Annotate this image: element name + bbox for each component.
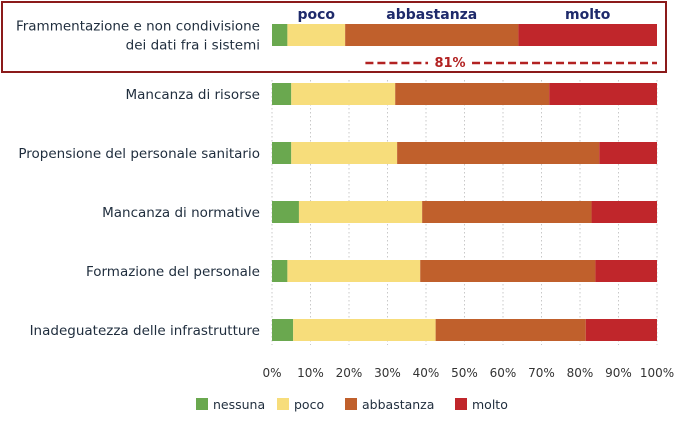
bar-mancanza-di-risorse-molto [549,83,657,105]
x-tick-5: 50% [451,366,478,380]
highlight-box [1,1,667,73]
bar-layer [272,24,657,341]
bar-mancanza-di-risorse-abbastanza [395,83,550,105]
category-label-1: Mancanza di risorse [126,87,260,103]
top-label-poco: poco [297,7,335,23]
x-tick-10: 100% [640,366,674,380]
top-label-abbastanza: abbastanza [386,7,477,23]
bar-formazione-del-personale-abbastanza [420,260,596,282]
x-tick-4: 40% [413,366,440,380]
x-tick-2: 20% [336,366,363,380]
x-tick-6: 60% [490,366,517,380]
x-tick-3: 30% [374,366,401,380]
x-tick-0: 0% [262,366,281,380]
bar-frammentazione-e-non-condivisi-nessuna [272,24,288,46]
bar-frammentazione-e-non-condivisi-poco [287,24,346,46]
category-labels: Frammentazione e non condivisione dei dat… [16,19,260,340]
bar-mancanza-di-normative-poco [298,201,423,223]
bar-inadeguatezza-delle-infrastrut-molto [585,319,657,341]
highlight-top-labels: poco abbastanza molto [297,7,610,23]
bar-inadeguatezza-delle-infrastrut-poco [293,319,436,341]
legend-label-poco: poco [294,397,324,412]
category-label-4: Formazione del personale [86,264,260,280]
legend: nessuna poco abbastanza molto [196,397,508,412]
bar-formazione-del-personale-molto [595,260,657,282]
legend-label-molto: molto [472,397,508,412]
bar-propensione-del-personale-sani-nessuna [272,142,292,164]
x-axis-ticks: 0% 10% 20% 30% 40% 50% 60% 70% 80% 90% 100% [262,366,674,380]
x-tick-8: 80% [567,366,594,380]
bar-mancanza-di-normative-molto [591,201,657,223]
category-label-2: Propensione del personale sanitario [18,146,260,162]
bar-formazione-del-personale-nessuna [272,260,288,282]
bar-mancanza-di-normative-nessuna [272,201,299,223]
legend-swatch-abbastanza [345,398,357,410]
x-tick-7: 70% [528,366,555,380]
bar-formazione-del-personale-poco [287,260,421,282]
legend-swatch-molto [455,398,467,410]
top-label-molto: molto [565,7,611,23]
bar-frammentazione-e-non-condivisi-abbastanza [345,24,519,46]
bar-propensione-del-personale-sani-abbastanza [397,142,600,164]
bar-inadeguatezza-delle-infrastrut-abbastanza [435,319,586,341]
category-label-5: Inadeguatezza delle infrastrutture [30,323,260,339]
category-label-0-line-1: dei dati fra i sistemi [126,38,260,54]
legend-swatch-poco [277,398,289,410]
annotation-81-label: 81% [434,56,465,71]
x-tick-9: 90% [605,366,632,380]
x-tick-1: 10% [297,366,324,380]
legend-label-abbastanza: abbastanza [362,397,434,412]
bar-propensione-del-personale-sani-molto [599,142,657,164]
bar-mancanza-di-risorse-nessuna [272,83,292,105]
category-label-3: Mancanza di normative [102,205,260,221]
bar-propensione-del-personale-sani-poco [291,142,398,164]
legend-label-nessuna: nessuna [213,397,265,412]
category-label-0-line-0: Frammentazione e non condivisione [16,19,260,35]
bar-frammentazione-e-non-condivisi-molto [518,24,657,46]
highlight-annotation: 81% [365,56,657,71]
bar-inadeguatezza-delle-infrastrut-nessuna [272,319,294,341]
bar-mancanza-di-risorse-poco [291,83,396,105]
bar-mancanza-di-normative-abbastanza [422,201,592,223]
legend-swatch-nessuna [196,398,208,410]
